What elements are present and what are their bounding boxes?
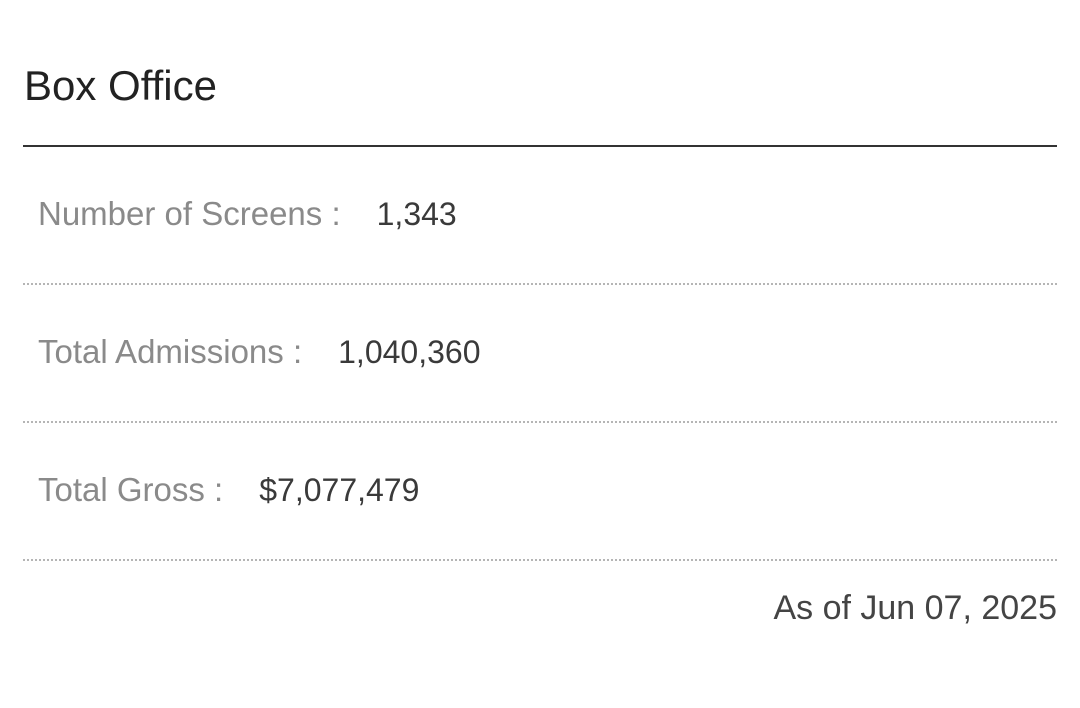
stat-row-admissions: Total Admissions : 1,040,360 (23, 286, 1057, 423)
stat-label-screens: Number of Screens : (38, 195, 341, 232)
title-divider (23, 145, 1057, 147)
stat-value-gross: $7,077,479 (259, 472, 420, 508)
stat-label-admissions: Total Admissions : (38, 333, 303, 370)
stat-value-admissions: 1,040,360 (338, 334, 481, 370)
stat-label-gross: Total Gross : (38, 471, 224, 508)
section-title: Box Office (24, 62, 217, 109)
stat-row-gross: Total Gross : $7,077,479 (23, 424, 1057, 561)
stat-row-screens: Number of Screens : 1,343 (23, 148, 1057, 285)
as-of-date: As of Jun 07, 2025 (773, 589, 1057, 627)
stat-value-screens: 1,343 (376, 196, 457, 232)
